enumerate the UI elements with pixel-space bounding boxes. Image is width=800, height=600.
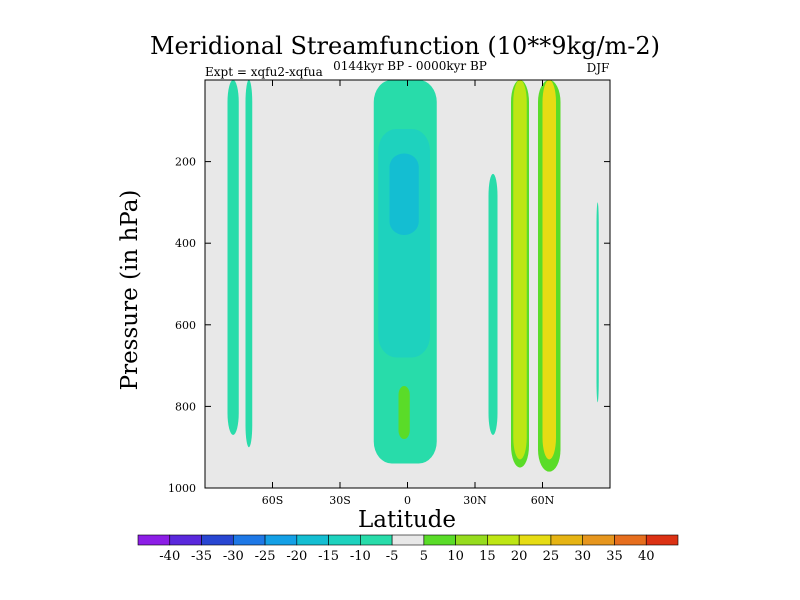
x-tick-label: 60S [262,494,284,507]
colorbar-box [201,534,234,546]
plot-area: 60S 30S 0 30N 60N 200 400 600 800 1000 [168,79,611,507]
y-tick-label: 200 [175,156,196,169]
colorbar-box [487,534,520,546]
colorbar-label: -40 [159,549,180,564]
chart-title: Meridional Streamfunction (10**9kg/m-2) [150,32,660,60]
x-axis-ticks: 60S 30S 0 30N 60N [262,80,555,507]
contour-region-tropical-negative-cell-core [389,153,419,236]
x-tick-label: 0 [404,494,411,507]
contour-region-nh-positive-column-2-inner [542,80,556,460]
colorbar: -40 -35 -30 -25 -20 -15 -10 -5 5 10 15 20 25 30 35 40 [137,534,679,564]
colorbar-label: -35 [191,549,212,564]
colorbar-label: -20 [286,549,307,564]
x-axis-label: Latitude [358,507,456,533]
contour-region-sh-high-lat-negative-column [227,80,239,435]
colorbar-box [328,534,361,546]
colorbar-label: -15 [318,549,339,564]
contour-region-sh-negative-column-2 [245,80,253,448]
season-label: DJF [587,61,610,75]
contour-region-small-positive-patch [398,386,410,440]
colorbar-label: 15 [479,549,496,564]
contour-region-nh-high-lat-negative-column [596,202,599,403]
colorbar-label: -10 [350,549,371,564]
y-tick-label: 1000 [168,482,196,495]
colorbar-label: -5 [386,549,399,564]
colorbar-box [455,534,488,546]
colorbar-box [550,534,584,546]
y-tick-label: 400 [175,237,196,250]
colorbar-label: 40 [638,549,655,564]
contour-region-nh-positive-column-1-inner [513,80,527,460]
period-label: 0144kyr BP - 0000kyr BP [333,59,487,73]
colorbar-box [232,534,266,546]
colorbar-label: 5 [420,549,428,564]
colorbar-label: 20 [511,549,528,564]
colorbar-label: 25 [543,549,560,564]
colorbar-box [518,534,552,546]
colorbar-box [296,534,329,546]
colorbar-label: -25 [255,549,276,564]
colorbar-box [614,534,647,546]
colorbar-box [582,534,615,546]
y-tick-label: 600 [175,319,196,332]
colorbar-box [391,534,425,546]
colorbar-box [360,534,393,546]
experiment-label: Expt = xqfu2-xqfua [205,65,323,79]
x-tick-label: 60N [531,494,555,507]
y-tick-label: 800 [175,400,196,413]
y-axis-ticks: 200 400 600 800 1000 [168,156,610,495]
colorbar-label: 35 [606,549,623,564]
contour-fills [227,80,599,472]
colorbar-box [645,534,679,546]
y-axis-label: Pressure (in hPa) [117,190,143,391]
colorbar-box [137,534,171,546]
x-tick-label: 30S [329,494,351,507]
colorbar-label: 30 [574,549,591,564]
x-tick-label: 30N [463,494,487,507]
colorbar-box [423,534,456,546]
colorbar-label: 10 [447,549,464,564]
colorbar-box [264,534,298,546]
colorbar-box [169,534,202,546]
colorbar-label: -30 [223,549,244,564]
contour-region-nh-subtropical-negative-column [488,173,498,435]
